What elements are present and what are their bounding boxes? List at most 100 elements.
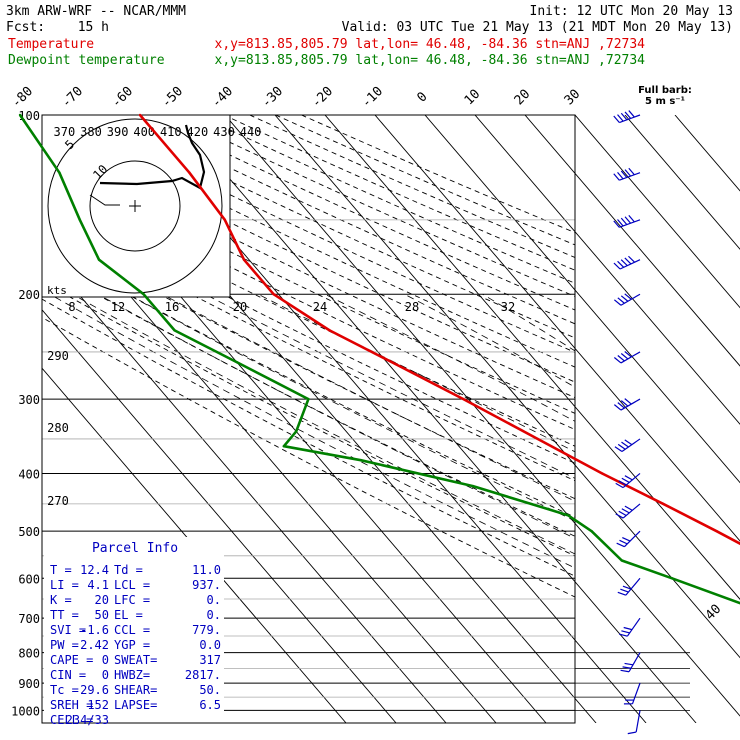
dewpoint-series-line [18,114,740,605]
theta-label-410: 410 [160,125,182,139]
isotherm-label--30: -30 [259,84,286,111]
init-time: Init: 12 UTC Mon 20 May 13 [530,4,734,19]
moist-adiabat-20 [257,293,575,453]
wind-barb [613,110,641,124]
wind-barb [613,255,641,270]
parcel-field: -1.6 [80,623,109,637]
speed-axis-label-12: 12 [111,300,125,314]
full-barb-unit: 5 m s⁻¹ [645,96,685,107]
parcel-field: LAPSE= [114,698,157,712]
parcel-field: HWBZ= [114,668,150,682]
parcel-field: 937. [192,578,221,592]
parcel-field: 234/33 [66,713,109,727]
isotherm-30 [574,115,740,309]
moist-adiabat-0 [97,293,575,539]
dry-adiabat-label-270: 270 [47,494,69,508]
wind-barb [620,652,641,673]
wind-barb [613,167,641,181]
hodograph-ring-outer [47,118,223,294]
isotherm--10 [374,115,740,542]
dry-adiabat-250 [42,316,575,598]
pressure-label-600: 600 [18,572,40,586]
parcel-field: 317 [199,653,221,667]
temperature-point [662,502,665,506]
speed-axis-label-20: 20 [233,300,247,314]
dewpoint-point [471,484,475,488]
isotherm-label--10: -10 [359,84,386,111]
temperature-point [536,437,539,441]
parcel-field: Tc = [50,683,79,697]
isotherm-label-10: 10 [462,87,484,109]
parcel-field: EL = [114,608,143,622]
forecast-label: Fcst: [6,20,45,35]
theta-label-400: 400 [133,125,155,139]
parcel-field: LI = [50,578,79,592]
parcel-field: 29.6 [80,683,109,697]
temperature-point [600,472,604,475]
hodograph-trace [99,124,206,190]
parcel-field: 50. [199,683,221,697]
isotherm--30 [274,115,740,659]
parcel-field: 4.1 [87,578,109,592]
model-title: 3km ARW-WRF -- NCAR/MMM [6,4,186,19]
isotherm-label--50: -50 [159,84,186,111]
theta-label-370: 370 [54,125,76,139]
dewpoint-point [58,171,61,174]
isotherm-label--40: -40 [209,84,236,111]
dry-adiabat-260 [42,298,575,577]
dewpoint-point [670,577,674,580]
wind-barb [616,530,641,548]
pressure-label-1000: 1000 [11,704,40,718]
isotherm-label-0: 0 [414,89,430,105]
dry-adiabat-label-280: 280 [47,421,69,435]
dewpoint-point [590,529,593,533]
pressure-label-900: 900 [18,677,40,691]
temperature-point [272,293,275,296]
parcel-field: SREH = [50,698,93,712]
isotherm-label--20: -20 [309,84,336,111]
wind-barb-column [613,110,641,735]
dewpoint-point [142,293,145,296]
temperature-point [223,218,227,222]
dry-adiabat-300 [42,230,575,500]
dewpoint-point [97,258,101,261]
isotherm--20 [324,115,740,600]
parcel-field: LCL = [114,578,150,592]
pressure-label-500: 500 [18,525,40,539]
theta-label-420: 420 [187,125,209,139]
temperature-point [328,329,331,332]
parcel-field: 0. [207,593,221,607]
isotherm-50 [674,115,740,192]
dewpoint-point [78,218,82,222]
parcel-field: LFC = [114,593,150,607]
moist-adiabat-lines [49,293,575,569]
wind-barb [615,472,641,489]
speed-axis-label-28: 28 [405,300,419,314]
theta-label-380: 380 [80,125,102,139]
dry-adiabat-label-290: 290 [47,349,69,363]
isotherm-0 [424,115,740,484]
parcel-field: SVI = [50,623,86,637]
wind-barb [614,438,641,453]
isotherm-label--70: -70 [59,84,86,111]
parcel-field: 2817. [185,668,221,682]
speed-axis-label-24: 24 [313,300,327,314]
parcel-field: Td = [114,563,143,577]
isotherm-40 [624,115,740,250]
parcel-info-box: Parcel Info T = 12.4 Td = 11.0 LI = 4.1 LCL = 9… [44,537,224,727]
parcel-info-background [44,537,224,721]
isotherm-20 [524,115,740,367]
dewpoint-point [294,430,298,433]
wind-barb [615,503,641,519]
parcel-field: PW = [50,638,79,652]
wind-barb [613,215,641,228]
parcel-field: 0 [102,653,109,667]
speed-axis-label-8: 8 [68,300,75,314]
isotherm-label--80: -80 [9,84,36,111]
temperature-point [188,171,191,174]
moist-adiabat-30 [404,293,575,388]
dewpoint-point [282,445,286,448]
hodograph-storm-motion [89,194,120,206]
dewpoint-point [566,513,570,517]
